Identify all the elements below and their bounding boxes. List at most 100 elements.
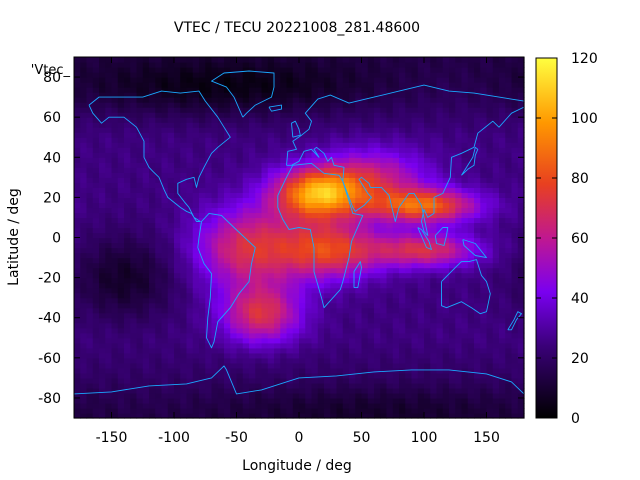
heatmap-cell [280, 227, 288, 234]
heatmap-cell [267, 217, 275, 224]
heatmap-cell [267, 97, 275, 103]
heatmap-cell [486, 172, 494, 178]
heatmap-cell [199, 87, 206, 93]
heatmap-cell [374, 197, 381, 203]
heatmap-cell [117, 362, 125, 369]
heatmap-cell [499, 247, 506, 254]
heatmap-cell [349, 217, 356, 224]
heatmap-cell [455, 182, 463, 188]
heatmap-cell [424, 252, 431, 259]
heatmap-cell [455, 227, 463, 234]
heatmap-cell [242, 332, 250, 339]
heatmap-cell [430, 117, 438, 123]
heatmap-cell [374, 122, 381, 128]
heatmap-cell [155, 142, 163, 148]
heatmap-cell [205, 387, 213, 394]
heatmap-cell [149, 302, 156, 309]
heatmap-cell [449, 362, 456, 369]
heatmap-cell [355, 272, 363, 279]
heatmap-cell [136, 217, 144, 224]
heatmap-cell [486, 412, 494, 419]
heatmap-cell [280, 182, 288, 188]
heatmap-cell [242, 342, 250, 349]
heatmap-cell [155, 157, 163, 163]
heatmap-cell [499, 92, 506, 98]
heatmap-cell [74, 342, 81, 349]
heatmap-cell [349, 322, 356, 329]
heatmap-cell [355, 402, 363, 409]
heatmap-cell [511, 347, 519, 354]
heatmap-cell [161, 347, 169, 354]
heatmap-cell [367, 277, 375, 284]
heatmap-cell [180, 342, 188, 349]
heatmap-cell [411, 197, 419, 203]
heatmap-cell [311, 357, 319, 364]
heatmap-cell [274, 372, 281, 379]
heatmap-cell [261, 147, 269, 153]
heatmap-cell [92, 82, 100, 88]
heatmap-cell [361, 137, 369, 143]
heatmap-cell [105, 87, 113, 93]
heatmap-cell [380, 357, 388, 364]
heatmap-cell [274, 162, 281, 168]
heatmap-cell [499, 347, 506, 354]
heatmap-cell [174, 277, 181, 284]
heatmap-cell [349, 187, 356, 193]
heatmap-cell [130, 267, 138, 274]
heatmap-cell [436, 362, 444, 369]
heatmap-cell [286, 87, 294, 93]
heatmap-cell [117, 367, 125, 374]
heatmap-cell [361, 232, 369, 239]
heatmap-cell [174, 282, 181, 289]
heatmap-cell [474, 277, 481, 284]
heatmap-cell [380, 192, 388, 198]
heatmap-cell [180, 352, 188, 359]
heatmap-cell [286, 227, 294, 234]
heatmap-cell [399, 347, 406, 354]
heatmap-cell [142, 352, 150, 359]
heatmap-cell [480, 137, 488, 143]
heatmap-cells [74, 57, 525, 419]
heatmap-cell [430, 242, 438, 249]
heatmap-cell [492, 127, 500, 133]
heatmap-cell [361, 152, 369, 158]
heatmap-cell [167, 192, 175, 198]
heatmap-cell [486, 137, 494, 143]
heatmap-cell [486, 397, 494, 404]
heatmap-cell [292, 262, 300, 269]
heatmap-cell [180, 117, 188, 123]
heatmap-cell [480, 82, 488, 88]
heatmap-cell [249, 312, 256, 319]
heatmap-cell [280, 342, 288, 349]
heatmap-cell [105, 92, 113, 98]
heatmap-cell [367, 222, 375, 229]
heatmap-cell [430, 402, 438, 409]
heatmap-cell [161, 402, 169, 409]
heatmap-cell [342, 362, 350, 369]
heatmap-cell [436, 412, 444, 419]
heatmap-cell [292, 382, 300, 389]
heatmap-cell [280, 297, 288, 304]
heatmap-cell [167, 127, 175, 133]
heatmap-cell [236, 297, 244, 304]
heatmap-cell [211, 357, 219, 364]
heatmap-cell [86, 242, 94, 249]
heatmap-cell [374, 82, 381, 88]
heatmap-cell [355, 227, 363, 234]
heatmap-cell [167, 292, 175, 299]
heatmap-cell [467, 102, 475, 108]
heatmap-cell [249, 412, 256, 419]
heatmap-cell [174, 107, 181, 113]
heatmap-cell [136, 102, 144, 108]
heatmap-cell [86, 132, 94, 138]
heatmap-cell [424, 187, 431, 193]
heatmap-cell [199, 212, 206, 219]
heatmap-cell [267, 352, 275, 359]
heatmap-cell [449, 352, 456, 359]
heatmap-cell [467, 182, 475, 188]
heatmap-cell [211, 227, 219, 234]
heatmap-cell [480, 127, 488, 133]
heatmap-cell [80, 172, 88, 178]
heatmap-cell [230, 262, 238, 269]
heatmap-cell [486, 352, 494, 359]
